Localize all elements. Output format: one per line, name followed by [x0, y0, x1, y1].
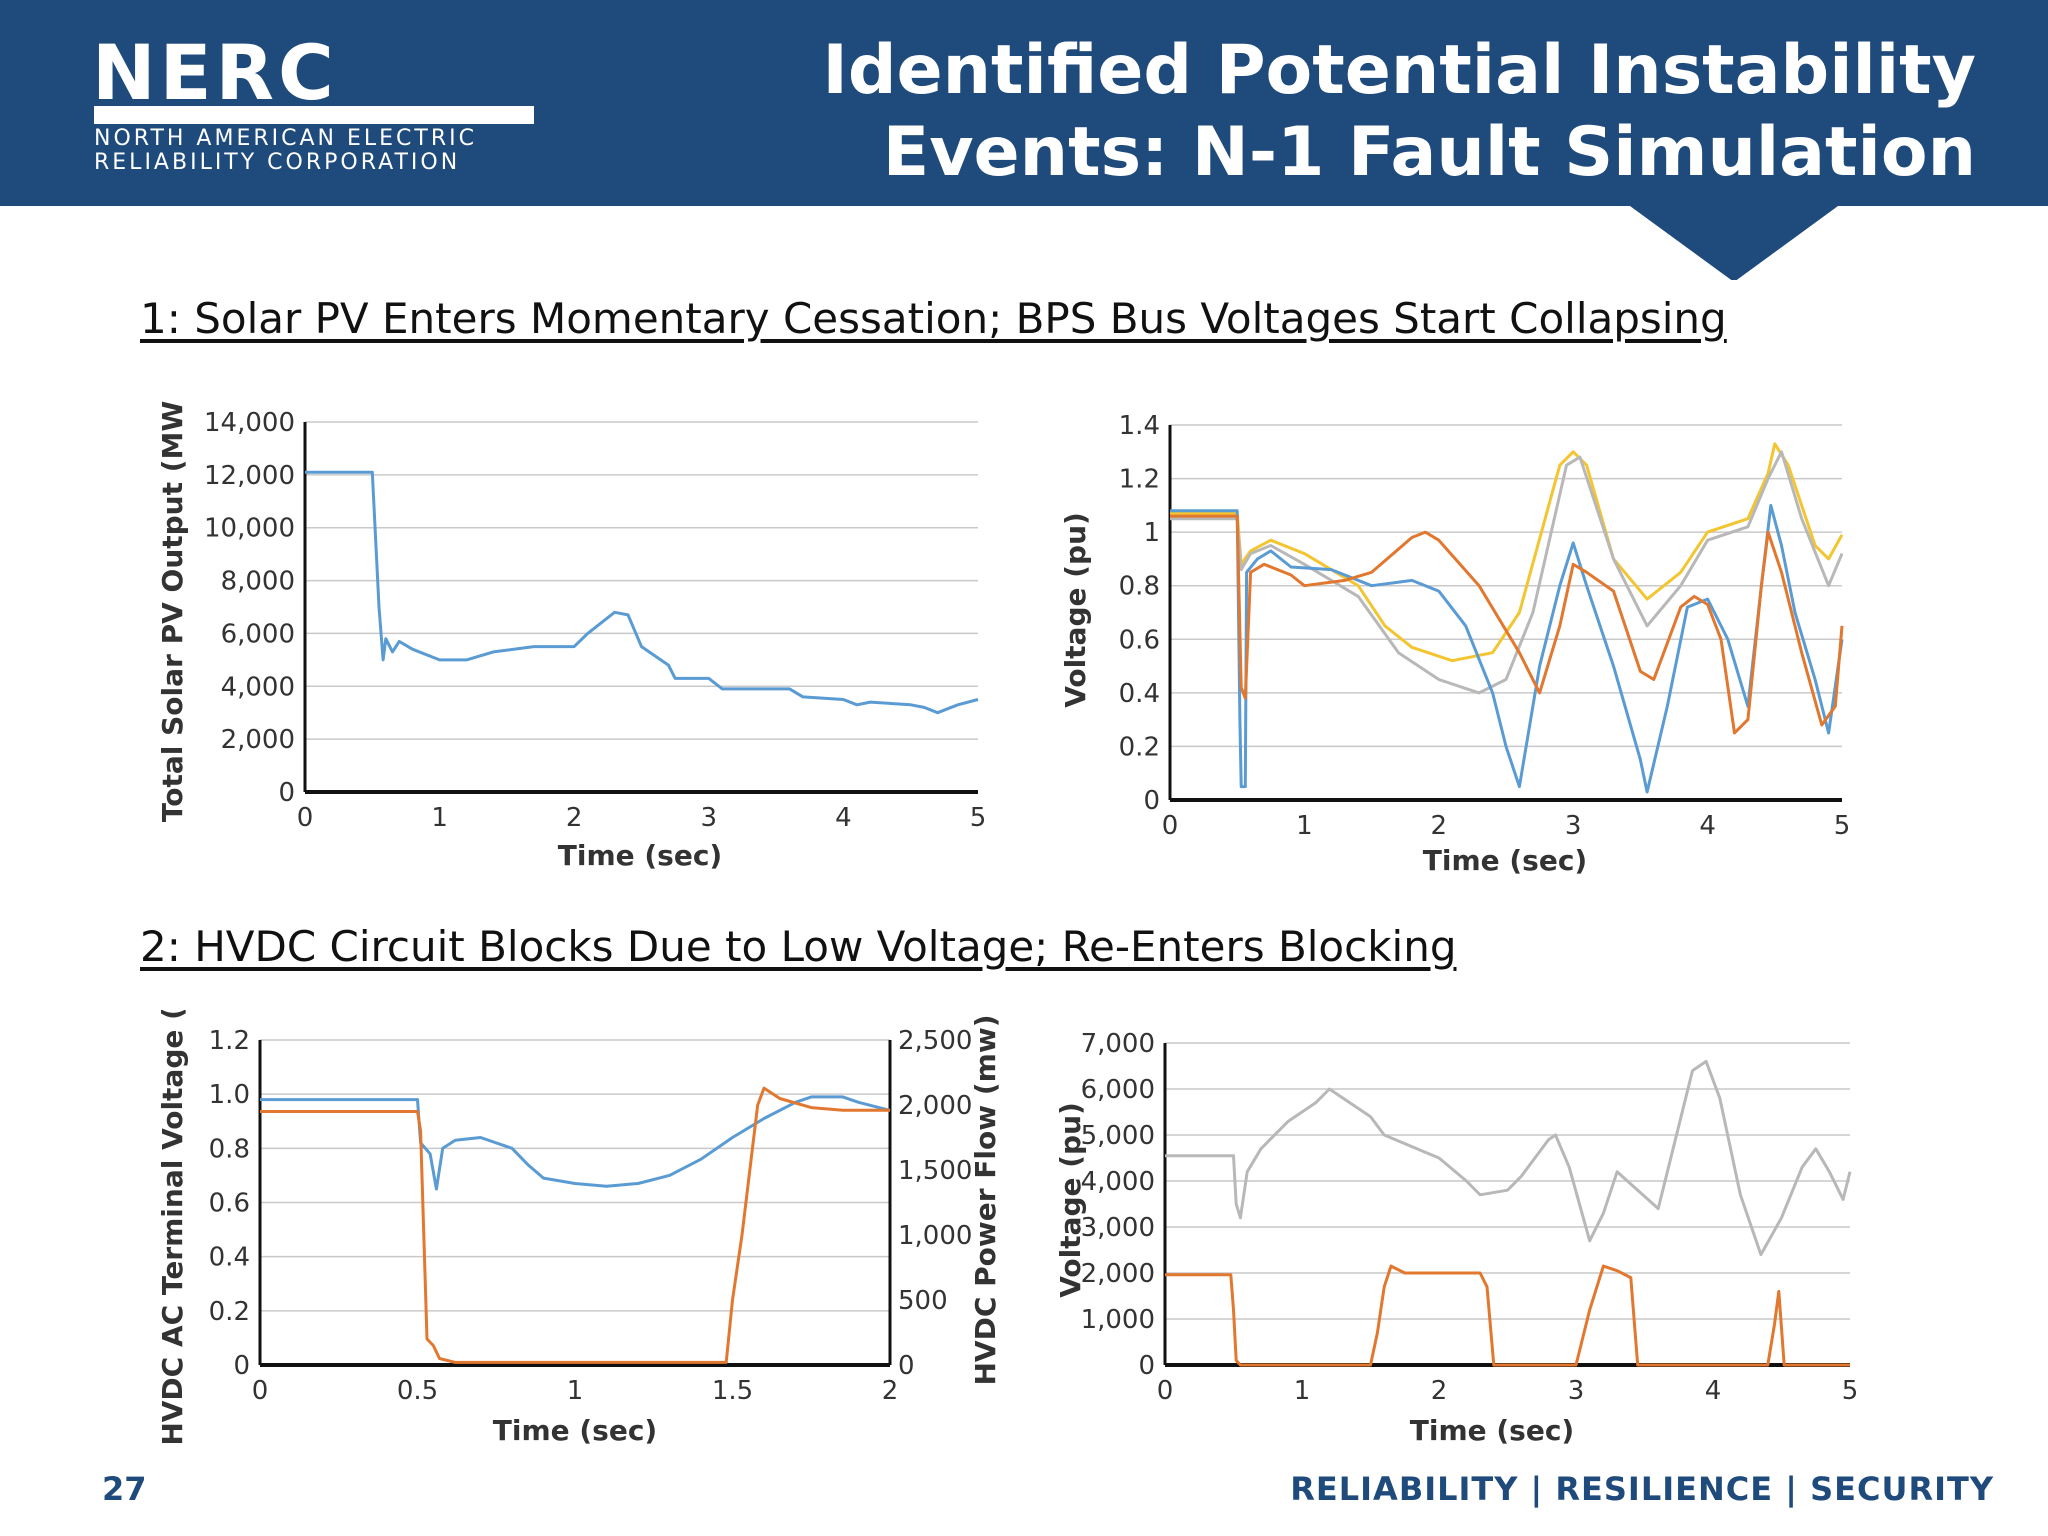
- y-tick-label: 0: [233, 1351, 250, 1381]
- x-tick-label: 1.5: [712, 1376, 753, 1406]
- x-axis-label: Time (sec): [1410, 1414, 1574, 1447]
- y-tick-label: 2,000: [221, 725, 295, 755]
- series-line-orange: [260, 1086, 890, 1364]
- x-tick-label: 3: [1565, 811, 1582, 841]
- y2-tick-label: 0: [898, 1351, 915, 1381]
- y2-tick-label: 500: [898, 1286, 948, 1316]
- x-tick-label: 0.5: [397, 1376, 438, 1406]
- footer-tagline: RELIABILITY | RESILIENCE | SECURITY: [1290, 1470, 1994, 1508]
- section-2-heading: 2: HVDC Circuit Blocks Due to Low Voltag…: [140, 922, 1457, 971]
- series-line-yellow: [1170, 442, 1844, 663]
- x-tick-label: 1: [431, 803, 448, 833]
- y-tick-label: 3,000: [1081, 1213, 1155, 1243]
- slide-title-line-1: Identified Potential Instability: [822, 31, 1976, 110]
- x-axis-label: Time (sec): [558, 839, 722, 872]
- x-tick-label: 0: [252, 1376, 269, 1406]
- y-tick-label: 1.4: [1119, 411, 1160, 441]
- y2-axis-label: HVDC Power Flow (mw): [969, 1014, 1002, 1385]
- series-line-gray: [1165, 1059, 1852, 1257]
- y-tick-label: 0.8: [209, 1134, 250, 1164]
- y-tick-label: 1: [1143, 518, 1160, 548]
- y-tick-label: 0.6: [1119, 625, 1160, 655]
- series-line-blue: [305, 470, 979, 715]
- y-tick-label: 1,000: [1081, 1305, 1155, 1335]
- x-tick-label: 2: [1431, 811, 1448, 841]
- y2-tick-label: 2,000: [898, 1091, 972, 1121]
- slide-title: Identified Potential Instability Events:…: [776, 30, 1976, 194]
- y-tick-label: 4,000: [1081, 1167, 1155, 1197]
- header-shape: [0, 0, 2048, 280]
- header-banner: NERC NORTH AMERICAN ELECTRIC RELIABILITY…: [0, 0, 2048, 280]
- series-line-orange: [1165, 1264, 1850, 1367]
- y-tick-label: 6,000: [1081, 1075, 1155, 1105]
- x-tick-label: 5: [1842, 1376, 1859, 1406]
- solar-pv-output-chart: 0 2,000 4,000 6,000 8,000 10,000 12,000 14,000 0…: [156, 400, 987, 872]
- x-tick-label: 3: [1568, 1376, 1585, 1406]
- series-line-blue: [1170, 503, 1844, 794]
- series-line-blue: [260, 1095, 891, 1191]
- hvdc-voltage-chart: 0 1,000 2,000 3,000 4,000 5,000 6,000 7,000 0 1 2 3…: [1054, 1029, 1859, 1447]
- y-tick-label: 1.0: [209, 1080, 250, 1110]
- nerc-logo-text: NERC: [92, 28, 338, 117]
- y-tick-label: 2,000: [1081, 1259, 1155, 1289]
- y-tick-label: 1.2: [209, 1026, 250, 1056]
- nerc-logo-subtitle-2: RELIABILITY CORPORATION: [94, 150, 461, 175]
- x-tick-label: 2: [1431, 1376, 1448, 1406]
- y-tick-label: 0.2: [1119, 732, 1160, 762]
- y-axis-label: Voltage (pu): [1059, 512, 1092, 708]
- x-axis-label: Time (sec): [493, 1414, 657, 1447]
- series-line-gray: [1170, 450, 1844, 695]
- y-tick-label: 0: [278, 778, 295, 808]
- y-tick-label: 14,000: [204, 408, 295, 438]
- slide-title-line-2: Events: N-1 Fault Simulation: [882, 113, 1976, 192]
- y-tick-label: 4,000: [221, 672, 295, 702]
- y-tick-label: 0.4: [209, 1243, 250, 1273]
- y2-tick-label: 1,500: [898, 1156, 972, 1186]
- x-tick-label: 5: [1834, 811, 1851, 841]
- x-tick-label: 1: [1296, 811, 1313, 841]
- y-tick-label: 0.4: [1119, 679, 1160, 709]
- y-tick-label: 5,000: [1081, 1121, 1155, 1151]
- bus-voltage-chart: 0 0.2 0.4 0.6 0.8 1 1.2 1.4 0 1 2 3 4 5 Time (sec) Volt…: [1059, 411, 1851, 877]
- header-background: [0, 0, 2048, 280]
- y-tick-label: 10,000: [204, 514, 295, 544]
- y-tick-label: 0.6: [209, 1189, 250, 1219]
- y2-tick-label: 2,500: [898, 1026, 972, 1056]
- hvdc-voltage-power-chart: 0 0.2 0.4 0.6 0.8 1.0 1.2 0 500 1,000 1,500 2,000 2,…: [156, 1010, 1002, 1447]
- y-axis-label: Voltage (pu): [1054, 1102, 1087, 1298]
- x-tick-label: 1: [567, 1376, 584, 1406]
- x-axis-label: Time (sec): [1423, 844, 1587, 877]
- x-tick-label: 4: [1705, 1376, 1722, 1406]
- y-tick-label: 0: [1138, 1351, 1155, 1381]
- y-axis-label: Total Solar PV Output (MW): [156, 400, 189, 822]
- y-tick-label: 6,000: [221, 619, 295, 649]
- series-line-orange: [1170, 514, 1844, 735]
- x-tick-label: 0: [297, 803, 314, 833]
- x-tick-label: 0: [1162, 811, 1179, 841]
- x-tick-label: 2: [566, 803, 583, 833]
- slide-number: 27: [102, 1470, 147, 1508]
- x-tick-label: 1: [1294, 1376, 1311, 1406]
- x-tick-label: 0: [1157, 1376, 1174, 1406]
- nerc-logo-subtitle-1: NORTH AMERICAN ELECTRIC: [94, 126, 477, 151]
- y-tick-label: 8,000: [221, 567, 295, 597]
- y-tick-label: 0.8: [1119, 572, 1160, 602]
- x-tick-label: 2: [882, 1376, 899, 1406]
- x-tick-label: 5: [970, 803, 987, 833]
- nerc-logo-bar: [94, 106, 534, 124]
- y-axis-label: HVDC AC Terminal Voltage (pu): [156, 1010, 189, 1446]
- y-tick-label: 1.2: [1119, 465, 1160, 495]
- y-tick-label: 12,000: [204, 461, 295, 491]
- section-1-heading: 1: Solar PV Enters Momentary Cessation; …: [140, 294, 1727, 343]
- y-tick-label: 0.2: [209, 1297, 250, 1327]
- y-tick-label: 0: [1143, 786, 1160, 816]
- x-tick-label: 4: [835, 803, 852, 833]
- y-tick-label: 7,000: [1081, 1029, 1155, 1059]
- x-tick-label: 4: [1699, 811, 1716, 841]
- x-tick-label: 3: [701, 803, 718, 833]
- y2-tick-label: 1,000: [898, 1221, 972, 1251]
